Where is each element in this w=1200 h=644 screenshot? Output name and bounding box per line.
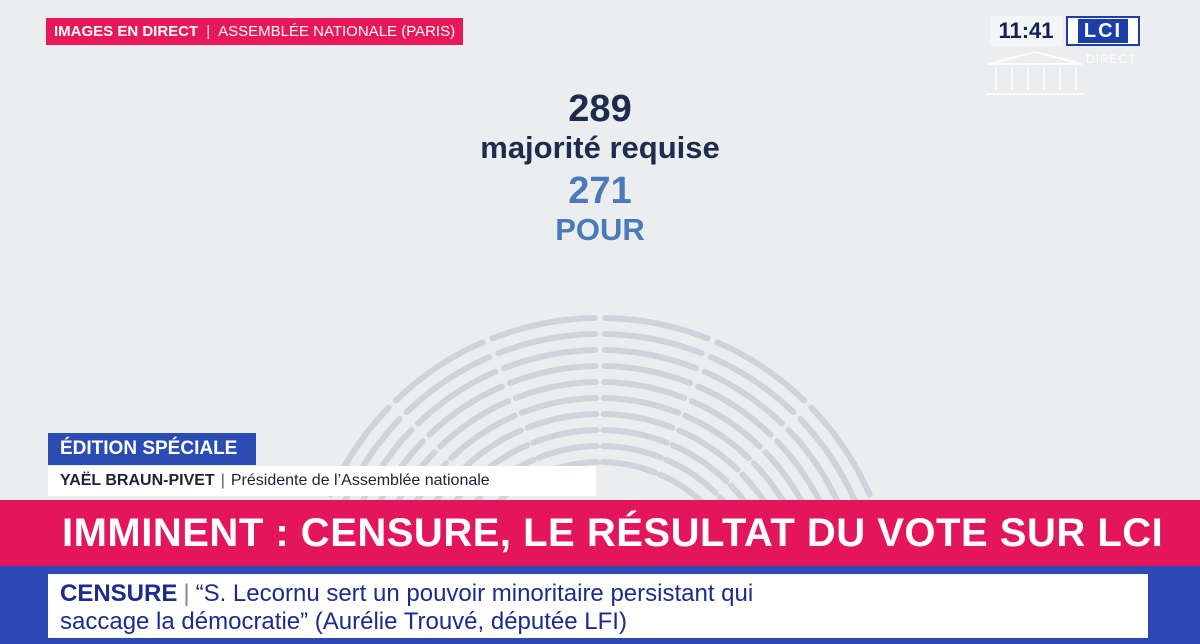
seat-row-segment <box>708 354 796 415</box>
seat-row-segment <box>530 427 600 446</box>
seat-row-segment <box>489 315 598 342</box>
seat-row-segment <box>669 442 730 484</box>
seat-row-segment <box>512 379 599 401</box>
edition-badge: ÉDITION SPÉCIALE <box>48 433 256 465</box>
seat-row-segment <box>599 459 658 476</box>
seat-row-segment <box>507 363 599 387</box>
live-location-tag: IMAGES EN DIRECT | ASSEMBLÉE NATIONALE (… <box>46 18 464 45</box>
logo-text: LCI <box>1077 19 1129 43</box>
seat-row-segment <box>808 404 873 498</box>
for-number: 271 <box>568 170 632 212</box>
seat-row-segment <box>600 427 670 446</box>
seat-row-segment <box>448 412 518 461</box>
location-label: ASSEMBLÉE NATIONALE (PARIS) <box>218 23 456 40</box>
logo-subtitle: DIRECT <box>1086 52 1137 66</box>
speaker-role: Présidente de l’Assemblée nationale <box>230 472 490 489</box>
separator: | <box>183 580 190 607</box>
channel-logo: LCI <box>1066 16 1140 46</box>
seat-row-segment <box>415 368 499 427</box>
headline-banner: IMMINENT : CENSURE, LE RÉSULTAT DU VOTE … <box>0 500 1200 566</box>
speaker-bar: YAËL BRAUN-PIVET | Présidente de l’Assem… <box>48 466 596 496</box>
ticker-line-1: “S. Lecornu sert un pouvoir minoritaire … <box>195 580 754 607</box>
ticker-line-2: saccage la démocratie” (Aurélie Trouvé, … <box>60 608 627 635</box>
headline-text: IMMINENT : CENSURE, LE RÉSULTAT DU VOTE … <box>62 511 1164 555</box>
seat-row-segment <box>501 347 599 372</box>
seat-row-segment <box>495 331 598 357</box>
ticker-label: CENSURE <box>60 580 178 607</box>
seat-row-segment <box>695 383 774 438</box>
seat-row-segment <box>682 412 752 461</box>
separator: | <box>206 23 211 40</box>
seat-row-segment <box>524 411 600 431</box>
clock: 11:41 <box>990 16 1062 46</box>
seat-row-segment <box>797 416 858 504</box>
seat-row-segment <box>714 339 808 404</box>
news-ticker: CENSURE | “S. Lecornu sert un pouvoir mino… <box>0 566 1200 644</box>
seat-row-segment <box>601 363 693 387</box>
seat-row-segment <box>426 383 505 438</box>
ticker-text: CENSURE | “S. Lecornu sert un pouvoir mino… <box>60 580 753 636</box>
assembly-emblem-icon <box>986 50 1084 95</box>
seat-row-segment <box>600 395 682 416</box>
seat-row-segment <box>536 443 600 461</box>
seat-row-segment <box>602 331 705 357</box>
vote-result-panel: 289 majorité requise 271 POUR <box>400 88 800 248</box>
live-label: IMAGES EN DIRECT <box>54 23 199 40</box>
seat-row-segment <box>601 379 688 401</box>
for-label: POUR <box>555 212 645 247</box>
speaker-name: YAËL BRAUN-PIVET <box>60 472 215 489</box>
seat-row-segment <box>601 347 699 372</box>
seat-row-segment <box>600 443 664 461</box>
seat-row-segment <box>518 395 600 416</box>
majority-number: 289 <box>568 88 632 130</box>
seat-row-segment <box>688 398 763 450</box>
seat-row-segment <box>392 339 486 404</box>
seat-row-segment <box>602 315 711 342</box>
majority-label: majorité requise <box>480 130 720 165</box>
seat-row-segment <box>676 427 741 473</box>
seat-row-segment <box>600 411 676 431</box>
seat-row-segment <box>701 368 785 427</box>
seat-row-segment <box>437 398 512 450</box>
ticker-box: CENSURE | “S. Lecornu sert un pouvoir mino… <box>48 574 1148 638</box>
separator: | <box>220 472 225 489</box>
seat-row-segment <box>404 354 492 415</box>
seat-row-segment <box>663 456 719 496</box>
